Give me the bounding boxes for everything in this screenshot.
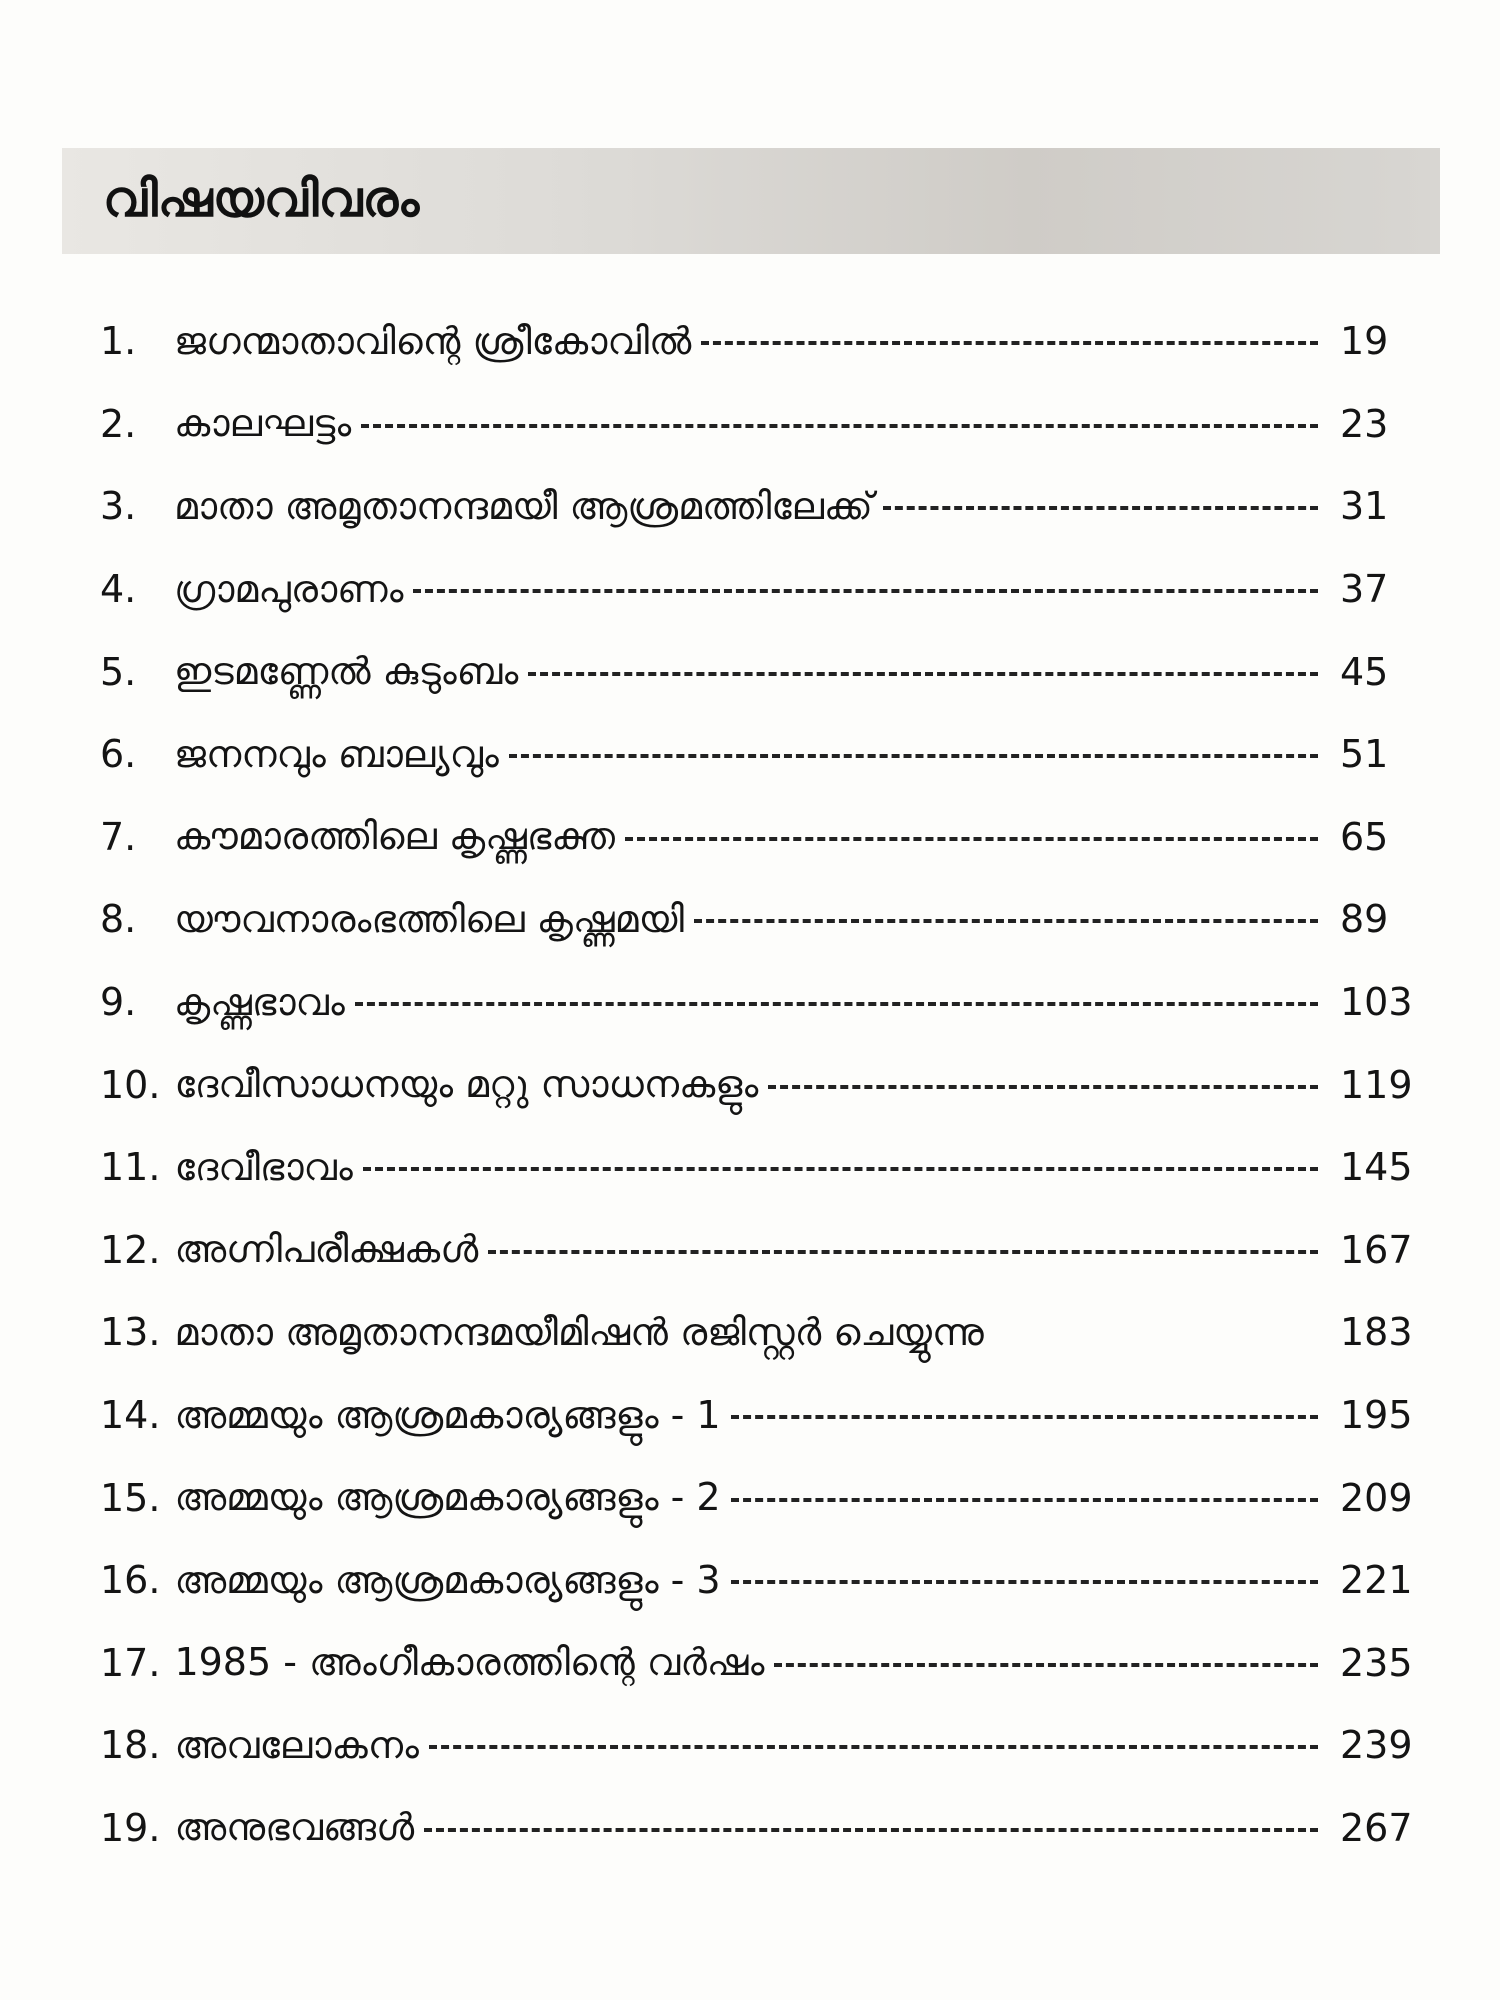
dot-leader (730, 1497, 1318, 1502)
dot-leader (882, 506, 1318, 511)
entry-number: 5. (100, 649, 137, 694)
entry-number: 6. (100, 732, 137, 777)
entry-number: 3. (100, 484, 137, 529)
entry-title: ജനനവും ബാല്യവും (174, 731, 499, 776)
toc-entry: 7. കൗമാരത്തിലെ കൃഷ്ണഭക്ത 65 (100, 796, 1430, 879)
toc-entry: 6. ജനനവും ബാല്യവും 51 (100, 713, 1430, 796)
entry-page: 267 (1340, 1805, 1413, 1850)
toc-entry: 1. ജഗന്മാതാവിന്റെ ശ്രീകോവിൽ 19 (100, 300, 1430, 383)
entry-number: 11. (100, 1145, 161, 1190)
toc-entry: 5. ഇടമണ്ണേൽ കുടുംബം 45 (100, 630, 1430, 713)
dot-leader (428, 1745, 1318, 1750)
entry-title: അവലോകനം (174, 1722, 419, 1767)
entry-page: 209 (1340, 1475, 1413, 1520)
entry-title: ജഗന്മാതാവിന്റെ ശ്രീകോവിൽ (174, 318, 692, 363)
entry-page: 119 (1340, 1062, 1413, 1107)
toc-entry: 19. അനുഭവങ്ങൾ 267 (100, 1787, 1430, 1870)
entry-page: 145 (1340, 1145, 1413, 1190)
entry-title: കാലഘട്ടം (174, 401, 352, 446)
toc-entry: 17. 1985 - അംഗീകാരത്തിന്റെ വർഷം 235 (100, 1622, 1430, 1705)
toc-entry: 14. അമ്മയും ആശ്രമകാര്യങ്ങളും - 1 195 (100, 1374, 1430, 1457)
entry-number: 14. (100, 1393, 161, 1438)
dot-leader (624, 836, 1318, 841)
dot-leader (694, 919, 1318, 924)
entry-title: മാതാ അമൃതാനന്ദമയീമിഷൻ രജിസ്റ്റർ ചെയ്യുന്… (174, 1309, 984, 1354)
entry-title: അമ്മയും ആശ്രമകാര്യങ്ങളും - 3 (174, 1557, 721, 1602)
title-band (62, 148, 1440, 254)
entry-page: 31 (1340, 484, 1389, 529)
dot-leader (413, 589, 1318, 594)
toc-entry: 2. കാലഘട്ടം 23 (100, 383, 1430, 466)
table-of-contents: 1. ജഗന്മാതാവിന്റെ ശ്രീകോവിൽ 19 2. കാലഘട്ടം 23… (100, 300, 1430, 1869)
toc-entry: 18. അവലോകനം 239 (100, 1704, 1430, 1787)
entry-number: 9. (100, 980, 137, 1025)
entry-title: കൃഷ്ണഭാവം (174, 979, 345, 1024)
toc-entry: 12. അഗ്നിപരീക്ഷകൾ 167 (100, 1209, 1430, 1292)
entry-number: 16. (100, 1558, 161, 1603)
toc-entry: 11. ദേവീഭാവം 145 (100, 1126, 1430, 1209)
entry-number: 18. (100, 1723, 161, 1768)
entry-title: ഇടമണ്ണേൽ കുടുംബം (174, 649, 519, 694)
dot-leader (361, 423, 1318, 428)
toc-entry: 10. ദേവീസാധനയും മറ്റു സാധനകളും 119 (100, 1043, 1430, 1126)
dot-leader (528, 671, 1318, 676)
entry-title: ദേവീസാധനയും മറ്റു സാധനകളും (174, 1062, 759, 1107)
entry-number: 2. (100, 401, 137, 446)
entry-title: 1985 - അംഗീകാരത്തിന്റെ വർഷം (174, 1640, 765, 1685)
entry-number: 4. (100, 567, 137, 612)
entry-number: 12. (100, 1227, 161, 1272)
entry-page: 19 (1340, 319, 1389, 364)
entry-title: അനുഭവങ്ങൾ (174, 1805, 415, 1850)
dot-leader (774, 1662, 1318, 1667)
dot-leader (701, 341, 1318, 346)
entry-page: 89 (1340, 897, 1389, 942)
entry-number: 1. (100, 319, 137, 364)
entry-title: മാതാ അമൃതാനന്ദമയീ ആശ്രമത്തിലേക്ക് (174, 483, 873, 528)
toc-entry: 3. മാതാ അമൃതാനന്ദമയീ ആശ്രമത്തിലേക്ക് 31 (100, 465, 1430, 548)
entry-page: 239 (1340, 1723, 1413, 1768)
toc-entry: 8. യൗവനാരംഭത്തിലെ കൃഷ്ണമയി 89 (100, 878, 1430, 961)
dot-leader (768, 1084, 1318, 1089)
entry-page: 195 (1340, 1393, 1413, 1438)
entry-page: 37 (1340, 567, 1389, 612)
entry-title: അമ്മയും ആശ്രമകാര്യങ്ങളും - 2 (174, 1475, 721, 1520)
dot-leader (424, 1827, 1318, 1832)
toc-entry: 16. അമ്മയും ആശ്രമകാര്യങ്ങളും - 3 221 (100, 1539, 1430, 1622)
dot-leader (730, 1580, 1318, 1585)
dot-leader (508, 754, 1318, 759)
entry-title: ഗ്രാമപുരാണം (174, 566, 404, 611)
dot-leader (994, 1332, 1318, 1336)
entry-page: 235 (1340, 1640, 1413, 1685)
entry-page: 167 (1340, 1227, 1413, 1272)
dot-leader (362, 1167, 1318, 1172)
entry-number: 13. (100, 1310, 161, 1355)
entry-number: 10. (100, 1062, 161, 1107)
entry-page: 51 (1340, 732, 1389, 777)
dot-leader (488, 1249, 1318, 1254)
entry-title: അമ്മയും ആശ്രമകാര്യങ്ങളും - 1 (174, 1392, 721, 1437)
toc-entry: 13. മാതാ അമൃതാനന്ദമയീമിഷൻ രജിസ്റ്റർ ചെയ്യ… (100, 1291, 1430, 1374)
entry-page: 45 (1340, 649, 1389, 694)
entry-title: അഗ്നിപരീക്ഷകൾ (174, 1227, 479, 1272)
toc-entry: 4. ഗ്രാമപുരാണം 37 (100, 548, 1430, 631)
entry-title: യൗവനാരംഭത്തിലെ കൃഷ്ണമയി (174, 896, 685, 941)
entry-number: 17. (100, 1640, 161, 1685)
page-title: വിഷയവിവരം (103, 170, 420, 228)
entry-title: കൗമാരത്തിലെ കൃഷ്ണഭക്ത (174, 814, 615, 859)
entry-number: 8. (100, 897, 137, 942)
entry-number: 7. (100, 814, 137, 859)
entry-page: 65 (1340, 814, 1389, 859)
entry-page: 183 (1340, 1310, 1413, 1355)
entry-page: 23 (1340, 401, 1389, 446)
entry-page: 221 (1340, 1558, 1413, 1603)
toc-entry: 15. അമ്മയും ആശ്രമകാര്യങ്ങളും - 2 209 (100, 1456, 1430, 1539)
entry-number: 19. (100, 1805, 161, 1850)
entry-page: 103 (1340, 980, 1413, 1025)
entry-number: 15. (100, 1475, 161, 1520)
dot-leader (354, 1002, 1318, 1007)
dot-leader (730, 1415, 1318, 1420)
toc-entry: 9. കൃഷ്ണഭാവം 103 (100, 961, 1430, 1044)
entry-title: ദേവീഭാവം (174, 1144, 353, 1189)
